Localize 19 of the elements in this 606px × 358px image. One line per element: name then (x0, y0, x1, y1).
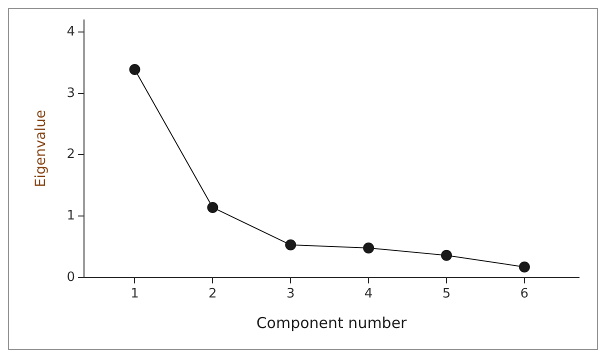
point (363, 242, 374, 254)
y-tick-label: 0 (66, 270, 76, 285)
y-tick-label: 4 (66, 24, 76, 40)
x-tick-label: 2 (208, 286, 217, 302)
x-tick-label: 4 (364, 286, 373, 302)
point (285, 239, 296, 250)
point (518, 261, 530, 272)
point (441, 250, 452, 261)
y-tick-label: 1 (66, 208, 76, 224)
x-tick-label: 6 (520, 286, 529, 302)
y-tick-label: 2 (66, 147, 76, 162)
point (129, 64, 140, 75)
x-tick-label: 3 (286, 286, 295, 302)
x-tick-label: 1 (130, 286, 139, 302)
y-tick-label: 3 (66, 86, 76, 101)
y-axis-title: Eigenvalue (33, 110, 50, 188)
point (207, 202, 218, 213)
x-tick-label: 5 (442, 286, 451, 302)
x-axis-title: Component number (256, 314, 408, 332)
